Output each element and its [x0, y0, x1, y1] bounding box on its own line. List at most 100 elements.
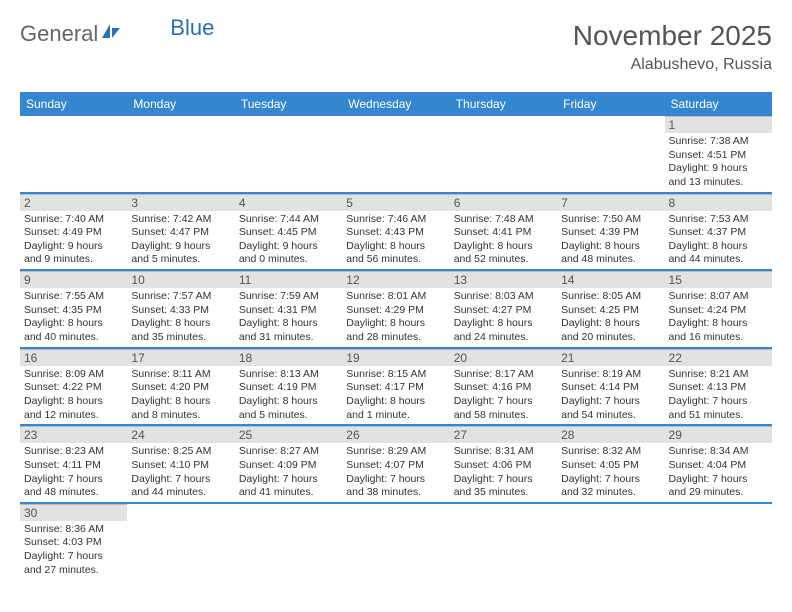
day-line-sunset: Sunset: 4:19 PM	[239, 381, 338, 395]
calendar-cell: 4Sunrise: 7:44 AMSunset: 4:45 PMDaylight…	[235, 194, 342, 270]
day-line-day2: and 20 minutes.	[561, 331, 660, 345]
calendar-cell: 19Sunrise: 8:15 AMSunset: 4:17 PMDayligh…	[342, 349, 449, 425]
day-details: Sunrise: 7:59 AMSunset: 4:31 PMDaylight:…	[235, 288, 342, 347]
day-line-day1: Daylight: 8 hours	[561, 317, 660, 331]
day-number: 27	[450, 426, 557, 443]
day-details: Sunrise: 8:29 AMSunset: 4:07 PMDaylight:…	[342, 443, 449, 502]
day-line-day2: and 38 minutes.	[346, 486, 445, 500]
calendar-week-row: 30Sunrise: 8:36 AMSunset: 4:03 PMDayligh…	[20, 504, 772, 580]
calendar-cell: 21Sunrise: 8:19 AMSunset: 4:14 PMDayligh…	[557, 349, 664, 425]
calendar-cell-empty	[235, 504, 342, 580]
day-details: Sunrise: 7:46 AMSunset: 4:43 PMDaylight:…	[342, 211, 449, 270]
day-number: 29	[665, 426, 772, 443]
calendar-cell: 16 Sunrise: 8:09 AMSunset: 4:22 PMDayligh…	[20, 349, 127, 425]
day-number: 16	[20, 349, 127, 366]
day-number: 11	[235, 271, 342, 288]
calendar-cell: 13Sunrise: 8:03 AMSunset: 4:27 PMDayligh…	[450, 271, 557, 347]
day-line-sunset: Sunset: 4:17 PM	[346, 381, 445, 395]
day-line-day2: and 48 minutes.	[24, 486, 123, 500]
calendar-week-row: 16Sunrise: 8:09 AMSunset: 4:22 PMDayligh…	[20, 349, 772, 427]
day-details: Sunrise: 7:44 AMSunset: 4:45 PMDaylight:…	[235, 211, 342, 270]
logo-sail-icon	[100, 20, 122, 46]
day-line-day1: Daylight: 7 hours	[346, 473, 445, 487]
calendar-cell: 6Sunrise: 7:48 AMSunset: 4:41 PMDaylight…	[450, 194, 557, 270]
day-line-sunrise: Sunrise: 7:42 AM	[131, 213, 230, 227]
day-details: Sunrise: 7:38 AMSunset: 4:51 PMDaylight:…	[665, 133, 772, 192]
day-line-day1: Daylight: 9 hours	[669, 162, 768, 176]
day-line-day2: and 1 minute.	[346, 409, 445, 423]
day-line-sunrise: Sunrise: 8:27 AM	[239, 445, 338, 459]
day-line-sunrise: Sunrise: 8:03 AM	[454, 290, 553, 304]
day-line-sunset: Sunset: 4:22 PM	[24, 381, 123, 395]
day-number: 17	[127, 349, 234, 366]
day-number: 26	[342, 426, 449, 443]
day-number: 19	[342, 349, 449, 366]
day-line-sunset: Sunset: 4:35 PM	[24, 304, 123, 318]
day-line-sunrise: Sunrise: 8:09 AM	[24, 368, 123, 382]
day-line-sunrise: Sunrise: 7:55 AM	[24, 290, 123, 304]
day-number: 28	[557, 426, 664, 443]
weekday-header: Friday	[557, 92, 664, 116]
day-line-day2: and 35 minutes.	[454, 486, 553, 500]
day-line-sunrise: Sunrise: 8:29 AM	[346, 445, 445, 459]
day-line-day2: and 31 minutes.	[239, 331, 338, 345]
day-details: Sunrise: 7:42 AMSunset: 4:47 PMDaylight:…	[127, 211, 234, 270]
day-number: 20	[450, 349, 557, 366]
calendar-cell: 15Sunrise: 8:07 AMSunset: 4:24 PMDayligh…	[665, 271, 772, 347]
day-number: 9	[20, 271, 127, 288]
day-line-sunset: Sunset: 4:51 PM	[669, 149, 768, 163]
day-number: 3	[127, 194, 234, 211]
day-line-day2: and 12 minutes.	[24, 409, 123, 423]
day-line-day2: and 40 minutes.	[24, 331, 123, 345]
day-line-sunset: Sunset: 4:33 PM	[131, 304, 230, 318]
day-line-day2: and 54 minutes.	[561, 409, 660, 423]
day-line-sunset: Sunset: 4:14 PM	[561, 381, 660, 395]
day-line-day1: Daylight: 9 hours	[24, 240, 123, 254]
calendar-cell: 25Sunrise: 8:27 AMSunset: 4:09 PMDayligh…	[235, 426, 342, 502]
day-line-sunset: Sunset: 4:27 PM	[454, 304, 553, 318]
day-line-sunrise: Sunrise: 8:34 AM	[669, 445, 768, 459]
day-line-day2: and 58 minutes.	[454, 409, 553, 423]
day-line-day2: and 48 minutes.	[561, 253, 660, 267]
weekday-header: Thursday	[450, 92, 557, 116]
day-details: Sunrise: 8:17 AMSunset: 4:16 PMDaylight:…	[450, 366, 557, 425]
day-details: Sunrise: 8:21 AMSunset: 4:13 PMDaylight:…	[665, 366, 772, 425]
day-line-day1: Daylight: 7 hours	[239, 473, 338, 487]
day-line-day1: Daylight: 8 hours	[24, 317, 123, 331]
day-line-day2: and 0 minutes.	[239, 253, 338, 267]
day-line-day1: Daylight: 7 hours	[24, 550, 123, 564]
day-number: 13	[450, 271, 557, 288]
logo-text-1: General	[20, 21, 98, 47]
weekday-header: Monday	[127, 92, 234, 116]
day-line-day1: Daylight: 8 hours	[346, 395, 445, 409]
day-line-sunset: Sunset: 4:06 PM	[454, 459, 553, 473]
calendar-cell-empty	[235, 116, 342, 192]
day-number: 23	[20, 426, 127, 443]
day-line-day1: Daylight: 8 hours	[131, 317, 230, 331]
day-line-day2: and 41 minutes.	[239, 486, 338, 500]
day-number: 22	[665, 349, 772, 366]
day-details: Sunrise: 7:48 AMSunset: 4:41 PMDaylight:…	[450, 211, 557, 270]
day-line-sunset: Sunset: 4:49 PM	[24, 226, 123, 240]
day-line-sunrise: Sunrise: 8:11 AM	[131, 368, 230, 382]
calendar-week-row: 9Sunrise: 7:55 AMSunset: 4:35 PMDaylight…	[20, 271, 772, 349]
day-number: 7	[557, 194, 664, 211]
calendar-cell: 26Sunrise: 8:29 AMSunset: 4:07 PMDayligh…	[342, 426, 449, 502]
day-line-sunrise: Sunrise: 7:48 AM	[454, 213, 553, 227]
day-number: 6	[450, 194, 557, 211]
day-line-sunrise: Sunrise: 8:25 AM	[131, 445, 230, 459]
day-line-sunrise: Sunrise: 8:05 AM	[561, 290, 660, 304]
day-line-sunset: Sunset: 4:37 PM	[669, 226, 768, 240]
day-details: Sunrise: 8:32 AMSunset: 4:05 PMDaylight:…	[557, 443, 664, 502]
day-line-day1: Daylight: 7 hours	[24, 473, 123, 487]
day-number: 24	[127, 426, 234, 443]
day-line-day2: and 5 minutes.	[131, 253, 230, 267]
day-line-day1: Daylight: 8 hours	[24, 395, 123, 409]
day-line-sunset: Sunset: 4:25 PM	[561, 304, 660, 318]
day-line-day2: and 52 minutes.	[454, 253, 553, 267]
calendar-cell-empty	[665, 504, 772, 580]
day-line-sunset: Sunset: 4:47 PM	[131, 226, 230, 240]
day-line-sunrise: Sunrise: 8:21 AM	[669, 368, 768, 382]
day-details: Sunrise: 7:57 AMSunset: 4:33 PMDaylight:…	[127, 288, 234, 347]
day-line-day1: Daylight: 8 hours	[669, 240, 768, 254]
